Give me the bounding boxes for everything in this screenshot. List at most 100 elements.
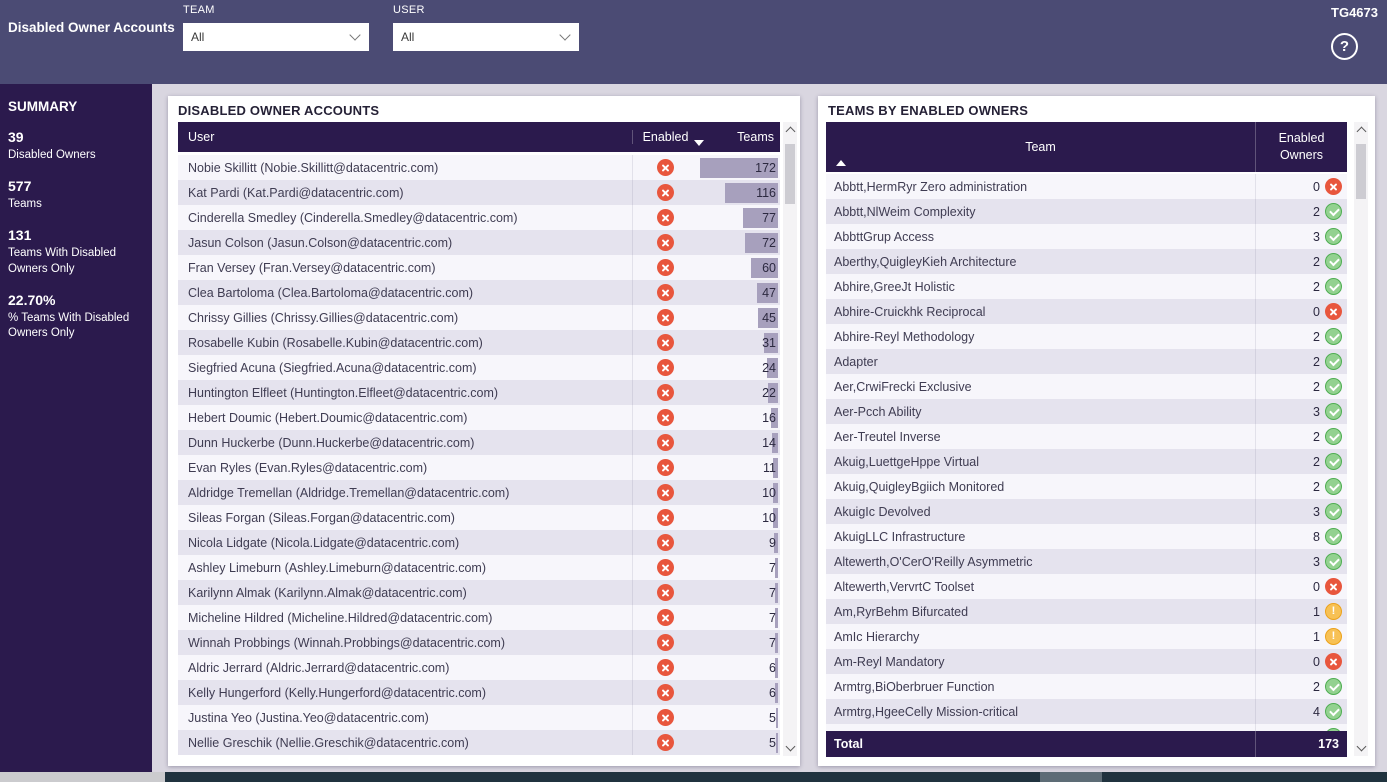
user-filter-dropdown[interactable]: All [393, 23, 579, 51]
table-row[interactable]: Nobie Skillitt (Nobie.Skillitt@datacentr… [178, 155, 780, 180]
table-row[interactable]: Aberthy,QuigleyKieh Architecture 2 [826, 249, 1347, 274]
enabled-owners-count: 2 [1313, 204, 1320, 219]
team-cell: Altewerth,O'CerO'Reilly Asymmetric [834, 554, 1033, 569]
users-table-title: DISABLED OWNER ACCOUNTS [178, 103, 380, 118]
table-row[interactable]: Armtrg,HgeeCelly Mission-critical 4 [826, 699, 1347, 724]
table-row[interactable]: Clea Bartoloma (Clea.Bartoloma@datacentr… [178, 280, 780, 305]
users-table-scrollbar[interactable] [783, 122, 797, 756]
enabled-cell [633, 609, 698, 626]
teams-databar [773, 507, 778, 528]
teams-cell: 45 [698, 305, 780, 330]
table-row[interactable]: Abbtt,HermRyr Zero administration 0 [826, 174, 1347, 199]
table-row[interactable]: Winnah Probbings (Winnah.Probbings@datac… [178, 630, 780, 655]
teams-databar [757, 282, 778, 303]
table-row[interactable] [826, 724, 1347, 731]
scroll-down-icon[interactable] [1356, 741, 1367, 752]
x-icon [657, 384, 674, 401]
teams-table-scrollbar[interactable] [1354, 122, 1368, 756]
table-row[interactable]: Akuig,LuettgeHppe Virtual 2 [826, 449, 1347, 474]
table-row[interactable]: Abhire-Cruickhk Reciprocal 0 [826, 299, 1347, 324]
table-row[interactable]: Sileas Forgan (Sileas.Forgan@datacentric… [178, 505, 780, 530]
table-row[interactable]: Abhire-Reyl Methodology 2 [826, 324, 1347, 349]
sort-descending-icon [694, 140, 704, 146]
table-row[interactable]: Abhire,GreeJt Holistic 2 [826, 274, 1347, 299]
user-filter-value: All [401, 30, 415, 44]
table-row[interactable]: Aer-Treutel Inverse 2 [826, 424, 1347, 449]
table-row[interactable]: Justina Yeo (Justina.Yeo@datacentric.com… [178, 705, 780, 730]
table-row[interactable]: Aer-Pcch Ability 3 [826, 399, 1347, 424]
table-row[interactable]: Aer,CrwiFrecki Exclusive 2 [826, 374, 1347, 399]
scrollbar-thumb[interactable] [785, 144, 795, 204]
teams-cell: 5 [698, 705, 780, 730]
table-row[interactable]: Aldric Jerrard (Aldric.Jerrard@datacentr… [178, 655, 780, 680]
enabled-owners-cell: 1 [1255, 624, 1347, 649]
column-header-enabled[interactable]: Enabled [642, 130, 689, 144]
enabled-owners-count: 3 [1313, 554, 1320, 569]
table-row[interactable]: Dunn Huckerbe (Dunn.Huckerbe@datacentric… [178, 430, 780, 455]
horizontal-scrollbar-thumb[interactable] [1040, 772, 1102, 782]
table-row[interactable]: Nellie Greschik (Nellie.Greschik@datacen… [178, 730, 780, 755]
x-icon [657, 709, 674, 726]
table-row[interactable]: Abbtt,NlWeim Complexity 2 [826, 199, 1347, 224]
enabled-owners-count: 3 [1313, 229, 1320, 244]
table-row[interactable]: Akuig,QuigleyBgiich Monitored 2 [826, 474, 1347, 499]
table-row[interactable]: Ashley Limeburn (Ashley.Limeburn@datacen… [178, 555, 780, 580]
table-row[interactable]: Adapter 2 [826, 349, 1347, 374]
table-row[interactable]: Chrissy Gillies (Chrissy.Gillies@datacen… [178, 305, 780, 330]
table-row[interactable]: AkuigIc Devolved 3 [826, 499, 1347, 524]
team-cell: AmIc Hierarchy [834, 629, 920, 644]
table-row[interactable]: Rosabelle Kubin (Rosabelle.Kubin@datacen… [178, 330, 780, 355]
table-row[interactable]: Cinderella Smedley (Cinderella.Smedley@d… [178, 205, 780, 230]
table-row[interactable]: Altewerth,VervrtC Toolset 0 [826, 574, 1347, 599]
table-row[interactable]: AmIc Hierarchy 1 [826, 624, 1347, 649]
scroll-down-icon[interactable] [785, 741, 796, 752]
table-row[interactable]: AkuigLLC Infrastructure 8 [826, 524, 1347, 549]
table-row[interactable]: Aldridge Tremellan (Aldridge.Tremellan@d… [178, 480, 780, 505]
stat-teams-disabled-only: 131 Teams With Disabled Owners Only [8, 227, 144, 276]
enabled-cell [633, 259, 698, 276]
horizontal-scrollbar[interactable] [0, 772, 1387, 782]
column-header-teams[interactable]: Teams [737, 130, 774, 144]
table-row[interactable]: Am-Reyl Mandatory 0 [826, 649, 1347, 674]
user-cell: Kat Pardi (Kat.Pardi@datacentric.com) [178, 180, 633, 205]
enabled-owners-count: 2 [1313, 429, 1320, 444]
scroll-up-icon[interactable] [1356, 126, 1367, 137]
table-row[interactable]: Armtrg,BiOberbruer Function 2 [826, 674, 1347, 699]
scroll-up-icon[interactable] [785, 126, 796, 137]
scrollbar-thumb[interactable] [1356, 144, 1366, 199]
team-filter-dropdown[interactable]: All [183, 23, 369, 51]
enabled-owners-cell: 0 [1255, 299, 1347, 324]
table-row[interactable]: Altewerth,O'CerO'Reilly Asymmetric 3 [826, 549, 1347, 574]
table-row[interactable]: Micheline Hildred (Micheline.Hildred@dat… [178, 605, 780, 630]
table-row[interactable]: Am,RyrBehm Bifurcated 1 [826, 599, 1347, 624]
table-row[interactable]: Fran Versey (Fran.Versey@datacentric.com… [178, 255, 780, 280]
table-row[interactable]: Huntington Elfleet (Huntington.Elfleet@d… [178, 380, 780, 405]
enabled-owners-cell: 3 [1255, 224, 1347, 249]
table-row[interactable]: Karilynn Almak (Karilynn.Almak@datacentr… [178, 580, 780, 605]
teams-count: 10 [762, 485, 776, 500]
team-cell: Aer-Pcch Ability [834, 404, 922, 419]
table-row[interactable]: Hebert Doumic (Hebert.Doumic@datacentric… [178, 405, 780, 430]
help-icon[interactable]: ? [1331, 33, 1358, 60]
table-row[interactable]: Evan Ryles (Evan.Ryles@datacentric.com) 1… [178, 455, 780, 480]
enabled-cell [633, 209, 698, 226]
user-cell: Nobie Skillitt (Nobie.Skillitt@datacentr… [178, 155, 633, 180]
table-row[interactable]: AbbttGrup Access 3 [826, 224, 1347, 249]
column-header-enabled-owners[interactable]: Enabled Owners [1255, 122, 1347, 172]
table-row[interactable]: Kelly Hungerford (Kelly.Hungerford@datac… [178, 680, 780, 705]
table-row[interactable]: Nicola Lidgate (Nicola.Lidgate@datacentr… [178, 530, 780, 555]
table-row[interactable]: Kat Pardi (Kat.Pardi@datacentric.com) 116 [178, 180, 780, 205]
horizontal-scrollbar-track[interactable] [165, 772, 1387, 782]
column-header-user[interactable]: User [178, 130, 633, 144]
table-row[interactable]: Siegfried Acuna (Siegfried.Acuna@datacen… [178, 355, 780, 380]
enabled-owners-count: 3 [1313, 404, 1320, 419]
user-cell: Rosabelle Kubin (Rosabelle.Kubin@datacen… [178, 330, 633, 355]
team-cell: AbbttGrup Access [834, 229, 935, 244]
table-row[interactable]: Jasun Colson (Jasun.Colson@datacentric.c… [178, 230, 780, 255]
x-icon [1325, 653, 1342, 670]
teams-count: 72 [762, 235, 776, 250]
enabled-owners-cell: 3 [1255, 399, 1347, 424]
check-icon [1325, 278, 1342, 295]
column-header-team[interactable]: Team [826, 122, 1255, 172]
enabled-owners-cell: 2 [1255, 199, 1347, 224]
